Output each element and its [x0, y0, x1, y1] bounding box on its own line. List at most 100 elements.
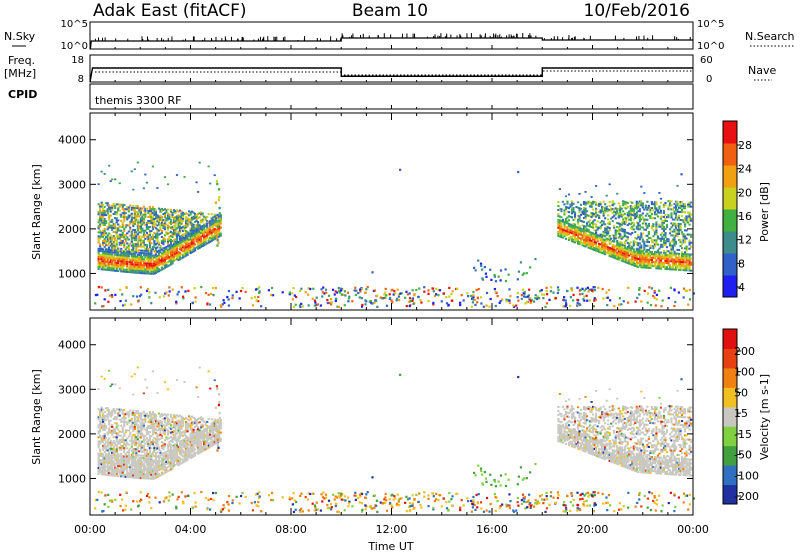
power-cell: [121, 293, 124, 296]
power-cell: [197, 243, 200, 246]
power-cell: [183, 233, 186, 236]
power-cell: [141, 272, 144, 275]
power-cell: [685, 261, 688, 264]
power-cell: [576, 218, 580, 221]
power-cell: [581, 238, 584, 241]
power-cell: [686, 211, 690, 214]
power-cell: [120, 266, 123, 269]
power-cell: [177, 224, 180, 227]
velocity-cell: [103, 414, 106, 417]
velocity-cell: [109, 425, 112, 428]
velocity-cell: [139, 422, 142, 425]
velocity-cell: [145, 463, 148, 466]
power-cell: [572, 218, 575, 221]
power-cell: [646, 292, 650, 295]
power-cell: [584, 241, 587, 244]
power-cell: [187, 250, 191, 253]
power-cell: [635, 225, 638, 228]
power-cell: [183, 251, 186, 254]
power-cell: [336, 305, 339, 308]
power-cell: [635, 261, 638, 264]
power-cell: [133, 253, 136, 256]
power-cell: [613, 236, 616, 239]
velocity-cell: [145, 430, 148, 433]
power-cell: [127, 208, 130, 211]
power-cell: [186, 247, 189, 250]
power-cell: [133, 214, 136, 218]
power-cell: [567, 230, 571, 234]
power-cell: [670, 260, 673, 263]
power-cell: [147, 264, 150, 267]
power-cell: [175, 241, 179, 244]
power-cell: [628, 232, 631, 235]
power-cell: [419, 298, 422, 302]
power-cell: [620, 221, 623, 224]
power-cell: [564, 237, 568, 240]
power-cell: [123, 246, 126, 249]
power-cell: [620, 259, 623, 262]
power-cell: [529, 266, 532, 269]
power-cell: [566, 289, 569, 293]
power-cell: [438, 289, 442, 292]
power-cell: [673, 244, 676, 247]
power-cell: [625, 207, 628, 210]
power-cell: [664, 220, 667, 223]
velocity-cell: [136, 410, 139, 413]
power-cell: [258, 286, 261, 289]
power-cell: [138, 263, 141, 266]
power-cell: [650, 241, 653, 244]
power-cell: [560, 222, 563, 225]
power-cell: [111, 204, 114, 207]
velocity-cell: [127, 476, 130, 479]
power-cell: [591, 200, 595, 203]
power-cell: [606, 296, 609, 299]
velocity-cell: [111, 443, 114, 446]
velocity-cell: [123, 469, 126, 472]
power-cell: [602, 240, 605, 243]
power-cell: [144, 207, 147, 210]
power-cell: [135, 257, 138, 260]
power-cell: [619, 242, 622, 245]
power-cell: [599, 251, 602, 254]
velocity-cell: [136, 462, 139, 465]
power-cell: [133, 267, 136, 270]
power-cell: [147, 237, 150, 241]
power-cell: [617, 230, 620, 233]
power-cell: [114, 239, 117, 242]
colorbar-cell: [723, 209, 737, 232]
velocity-cell: [121, 465, 124, 468]
power-cell: [172, 249, 176, 252]
power-cell: [671, 260, 675, 263]
power-cell: [616, 211, 619, 214]
power-cell: [685, 215, 688, 218]
power-cell: [388, 293, 391, 296]
power-cell: [191, 216, 194, 219]
power-cell: [617, 252, 620, 255]
power-cell: [111, 255, 114, 258]
power-cell: [191, 245, 194, 248]
power-cell: [109, 220, 112, 223]
power-cell: [118, 209, 121, 212]
power-cell: [668, 202, 672, 205]
power-cell: [670, 250, 673, 253]
velocity-cell: [100, 424, 103, 427]
power-cell: [142, 217, 145, 220]
power-cell: [653, 253, 657, 256]
velocity-cell: [112, 468, 115, 471]
power-cell: [579, 303, 582, 307]
power-cell: [658, 237, 661, 240]
power-cell: [572, 299, 575, 302]
velocity-cell: [136, 448, 139, 451]
velocity-cell: [135, 470, 138, 473]
power-cell: [631, 259, 634, 262]
velocity-cell: [139, 454, 142, 457]
power-cell: [299, 305, 302, 308]
power-cell: [162, 219, 165, 222]
power-cell: [593, 299, 596, 302]
power-cell: [676, 230, 679, 233]
velocity-cell: [159, 413, 162, 416]
power-cell: [118, 225, 121, 228]
power-cell: [650, 239, 653, 242]
power-cell: [635, 257, 638, 260]
power-cell: [677, 230, 681, 233]
